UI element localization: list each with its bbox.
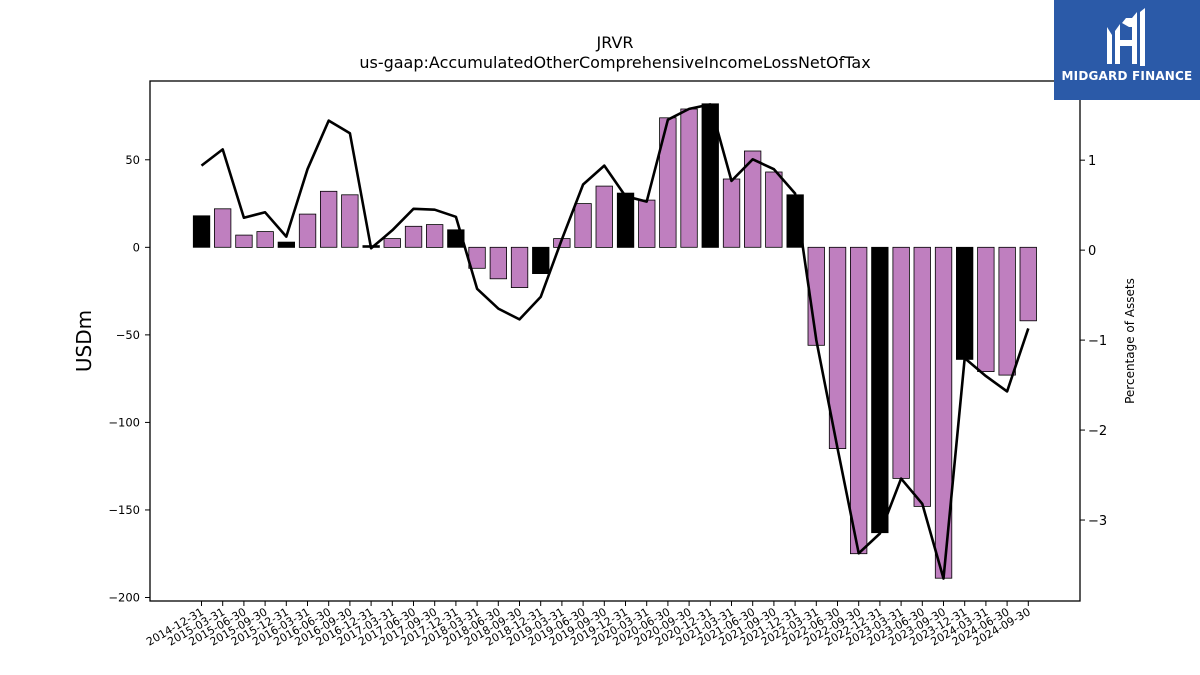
bar-2017-09-30	[425, 224, 444, 248]
y-tick-label-right: 1	[1088, 154, 1096, 169]
bar-2024-09-30	[1019, 246, 1037, 322]
bar-2021-09-30	[765, 171, 783, 248]
bar-2017-03-31	[383, 238, 401, 248]
y-tick-label-left: −50	[116, 328, 140, 342]
chart-subtitle: us-gaap:AccumulatedOtherComprehensiveInc…	[359, 53, 871, 72]
bar-2024-06-30	[998, 246, 1016, 376]
bar-2016-03-31	[298, 213, 317, 248]
y-tick-label-left: −150	[108, 503, 140, 517]
bar-2024-03-31	[977, 246, 995, 373]
y-tick-label-left: 50	[125, 153, 140, 167]
midgard-finance-logo: MIDGARD FINANCE	[1054, 0, 1200, 100]
bar-2020-03-31	[638, 199, 656, 248]
bar-2022-12-31	[871, 246, 889, 534]
y-axis-label-left: USDm	[72, 310, 96, 372]
y-tick-label-left: −100	[108, 415, 140, 429]
y-tick-label-right: −1	[1088, 334, 1107, 349]
logo-text: MIDGARD FINANCE	[1061, 69, 1193, 83]
bar-2019-06-30	[574, 203, 592, 248]
bar-2022-09-30	[850, 246, 868, 555]
bar-2015-12-31	[277, 241, 296, 248]
bar-2017-06-30	[404, 225, 423, 248]
bar-2021-03-31	[722, 178, 741, 248]
chart-title: JRVR	[596, 33, 634, 52]
bar-2014-12-31	[192, 215, 211, 248]
bar-2016-09-30	[341, 194, 359, 248]
bar-2023-06-30	[913, 246, 931, 507]
bar-2019-12-31	[616, 192, 635, 248]
y-tick-label-right: 0	[1088, 244, 1096, 259]
bar-2020-09-30	[680, 108, 698, 248]
bar-2015-03-31	[213, 208, 232, 248]
percentage-of-assets-line	[200, 103, 1030, 580]
bar-2023-03-31	[892, 246, 910, 479]
bar-2023-12-31	[956, 246, 974, 360]
bar-2021-06-30	[744, 150, 762, 248]
bar-2018-12-31	[532, 246, 550, 275]
y-tick-label-right: −3	[1088, 514, 1107, 529]
bar-2018-09-30	[510, 246, 529, 289]
ticks-group: −200−150−100−50050−3−2−1012014-12-312015…	[108, 153, 1107, 649]
bar-2019-09-30	[595, 185, 613, 248]
y-tick-label-left: 0	[133, 240, 140, 254]
bars-group	[192, 103, 1037, 579]
midgard-logo-icon	[1107, 8, 1145, 70]
line-group	[200, 103, 1030, 580]
bar-2016-06-30	[319, 190, 338, 248]
y-tick-label-right: −2	[1088, 424, 1107, 439]
y-axis-label-right: Percentage of Assets	[1123, 278, 1137, 404]
plot-frame	[149, 80, 1081, 602]
bar-2015-09-30	[256, 231, 274, 248]
bar-2020-06-30	[659, 117, 677, 248]
bar-2015-06-30	[235, 234, 253, 248]
y-tick-label-left: −200	[108, 590, 140, 604]
bar-2018-06-30	[489, 246, 508, 280]
